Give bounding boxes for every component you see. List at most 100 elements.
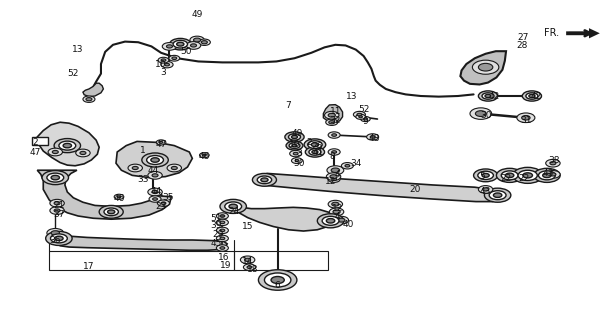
Circle shape — [86, 98, 92, 101]
Circle shape — [326, 173, 341, 180]
Circle shape — [148, 188, 162, 196]
Circle shape — [518, 170, 537, 180]
Circle shape — [529, 94, 535, 98]
Circle shape — [478, 91, 498, 101]
Circle shape — [166, 45, 172, 48]
Text: 42: 42 — [531, 92, 542, 101]
Circle shape — [361, 116, 370, 122]
Circle shape — [470, 108, 492, 119]
Text: 28: 28 — [516, 41, 527, 50]
Text: 1: 1 — [140, 146, 146, 155]
Circle shape — [225, 202, 242, 211]
Text: 23: 23 — [156, 202, 166, 211]
Circle shape — [50, 234, 67, 243]
Text: 51: 51 — [210, 214, 222, 223]
Circle shape — [317, 214, 344, 228]
Circle shape — [534, 168, 560, 182]
Text: 46: 46 — [114, 194, 124, 203]
Circle shape — [328, 149, 340, 155]
Text: 3: 3 — [160, 68, 166, 77]
Text: 4: 4 — [335, 212, 341, 221]
Circle shape — [152, 190, 158, 194]
Text: 29: 29 — [212, 230, 223, 239]
Circle shape — [190, 36, 204, 44]
Circle shape — [478, 186, 493, 193]
Circle shape — [523, 173, 532, 178]
Circle shape — [169, 55, 180, 61]
Text: 17: 17 — [83, 262, 95, 271]
Circle shape — [291, 158, 302, 164]
Circle shape — [322, 216, 339, 225]
Circle shape — [47, 173, 64, 182]
Circle shape — [288, 134, 300, 140]
Circle shape — [156, 140, 166, 145]
Circle shape — [165, 63, 169, 66]
Circle shape — [257, 176, 272, 184]
Text: 2: 2 — [32, 138, 38, 147]
Circle shape — [216, 235, 228, 242]
Circle shape — [162, 43, 177, 50]
Circle shape — [513, 167, 543, 183]
Circle shape — [333, 210, 340, 214]
Circle shape — [200, 153, 209, 158]
Circle shape — [51, 231, 59, 235]
Circle shape — [63, 143, 72, 148]
Text: 27: 27 — [517, 33, 528, 42]
Circle shape — [538, 171, 555, 180]
Circle shape — [114, 194, 124, 199]
Circle shape — [220, 199, 246, 213]
Circle shape — [482, 173, 489, 177]
Circle shape — [311, 143, 319, 147]
Circle shape — [291, 135, 297, 139]
Text: 50: 50 — [180, 47, 192, 56]
Circle shape — [172, 57, 177, 60]
Polygon shape — [83, 83, 103, 97]
Circle shape — [159, 141, 163, 143]
Circle shape — [496, 168, 523, 182]
Circle shape — [76, 149, 90, 157]
Circle shape — [493, 193, 502, 197]
Circle shape — [220, 247, 225, 249]
Circle shape — [328, 200, 343, 208]
Circle shape — [485, 94, 491, 98]
Circle shape — [478, 63, 493, 71]
Text: 49: 49 — [192, 10, 203, 19]
Text: 18: 18 — [246, 265, 258, 274]
Circle shape — [158, 57, 169, 63]
Circle shape — [191, 44, 197, 47]
Circle shape — [289, 143, 300, 148]
Circle shape — [229, 204, 237, 209]
Circle shape — [474, 169, 498, 182]
Text: 13: 13 — [346, 92, 358, 101]
Text: 4: 4 — [335, 170, 341, 179]
Circle shape — [345, 164, 350, 167]
Circle shape — [132, 166, 138, 170]
Circle shape — [546, 159, 560, 167]
Circle shape — [153, 198, 157, 200]
Text: 6: 6 — [275, 281, 281, 290]
Text: 16: 16 — [218, 253, 230, 262]
Circle shape — [142, 153, 168, 167]
Circle shape — [104, 208, 118, 216]
Circle shape — [203, 154, 206, 156]
Circle shape — [543, 173, 551, 178]
Polygon shape — [32, 137, 48, 145]
Circle shape — [329, 121, 335, 124]
Circle shape — [220, 229, 225, 232]
Text: 14: 14 — [242, 257, 253, 266]
Circle shape — [50, 199, 64, 207]
Circle shape — [83, 96, 95, 102]
Circle shape — [295, 160, 299, 162]
Text: 24: 24 — [229, 207, 240, 216]
Circle shape — [356, 114, 365, 119]
Circle shape — [171, 166, 177, 170]
Circle shape — [308, 141, 322, 148]
Polygon shape — [116, 141, 192, 178]
Circle shape — [550, 162, 556, 165]
Polygon shape — [566, 28, 600, 38]
Circle shape — [312, 150, 318, 154]
Circle shape — [46, 231, 72, 245]
Polygon shape — [460, 51, 506, 84]
Circle shape — [292, 144, 297, 147]
Text: 2: 2 — [306, 138, 312, 147]
